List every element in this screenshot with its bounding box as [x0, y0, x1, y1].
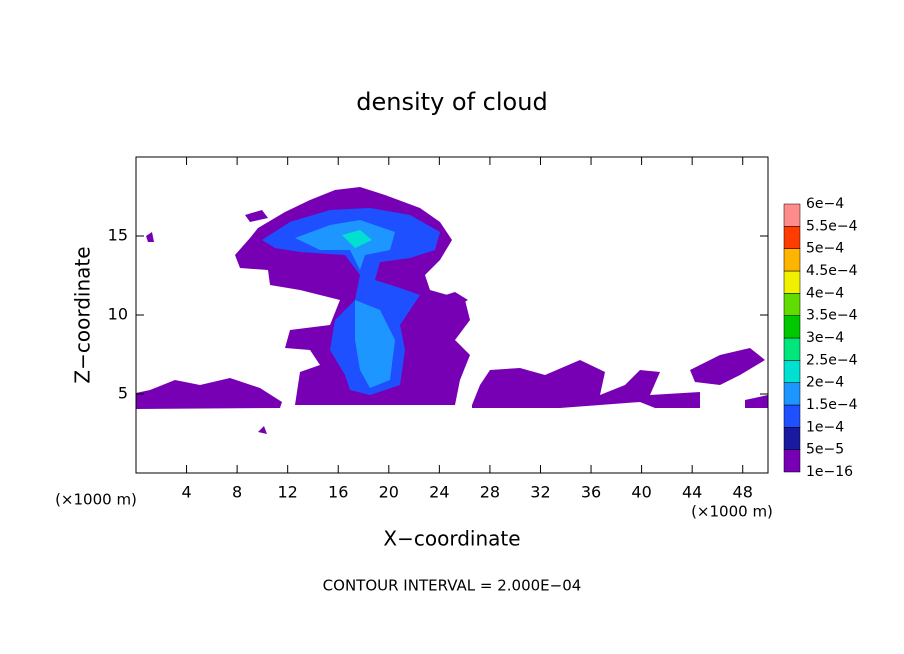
colorbar-band	[783, 382, 801, 406]
colorbar-label: 1e−16	[806, 464, 853, 480]
y-unit: (×1000 m)	[55, 491, 137, 509]
colorbar-label: 6e−4	[806, 196, 844, 212]
x-tick-label: 36	[581, 483, 601, 502]
contour-region	[295, 220, 395, 270]
colorbar-label: 1.5e−4	[806, 397, 858, 413]
x-tick-label: 12	[278, 483, 298, 502]
contour-region	[342, 230, 372, 248]
contour-region	[745, 395, 768, 408]
colorbar-band	[783, 293, 801, 316]
x-tick-label: 32	[530, 483, 550, 502]
colorbar-label: 4e−4	[806, 285, 844, 301]
colorbar-label: 3e−4	[806, 330, 844, 346]
footer-note: CONTOUR INTERVAL = 2.000E−04	[323, 577, 582, 595]
colorbar-band	[783, 404, 801, 428]
contour-region	[430, 292, 468, 310]
x-tick-label: 28	[480, 483, 500, 502]
contour-region	[136, 378, 282, 409]
colorbar-band	[783, 248, 801, 272]
y-tick-label: 5	[118, 384, 128, 403]
contour-region	[355, 300, 395, 388]
contour-region	[146, 232, 154, 242]
colorbar-label: 4.5e−4	[806, 263, 858, 279]
contour-region	[258, 426, 267, 434]
chart-title: density of cloud	[356, 88, 547, 116]
colorbar-band	[783, 449, 801, 473]
x-tick-label: 8	[232, 483, 242, 502]
colorbar-band	[783, 226, 801, 249]
colorbar-label: 1e−4	[806, 419, 844, 435]
y-tick-label: 10	[108, 305, 128, 324]
colorbar-band	[783, 337, 801, 361]
x-tick-label: 44	[682, 483, 702, 502]
x-tick-label: 40	[631, 483, 651, 502]
y-axis-label: Z−coordinate	[71, 246, 95, 383]
colorbar-band	[783, 360, 801, 383]
x-tick-label: 4	[181, 483, 191, 502]
x-unit: (×1000 m)	[691, 503, 773, 521]
colorbar-band	[783, 270, 801, 294]
contour-region	[245, 210, 268, 222]
colorbar-label: 5.5e−4	[806, 218, 858, 234]
contour-region	[690, 348, 765, 385]
y-tick-label: 15	[108, 226, 128, 245]
x-axis-label: X−coordinate	[383, 527, 520, 551]
colorbar-label: 2e−4	[806, 375, 844, 391]
colorbar-label: 2.5e−4	[806, 352, 858, 368]
colorbar-band	[783, 203, 801, 227]
contour-region	[472, 360, 700, 408]
colorbar-band	[783, 315, 801, 339]
colorbar-band	[783, 427, 801, 450]
colorbar-label: 5e−4	[806, 241, 844, 257]
x-tick-label: 20	[379, 483, 399, 502]
x-tick-label: 48	[733, 483, 753, 502]
colorbar-label: 5e−5	[806, 442, 844, 458]
x-tick-label: 16	[328, 483, 348, 502]
colorbar-label: 3.5e−4	[806, 308, 858, 324]
contour-region	[262, 208, 440, 395]
x-tick-label: 24	[429, 483, 449, 502]
